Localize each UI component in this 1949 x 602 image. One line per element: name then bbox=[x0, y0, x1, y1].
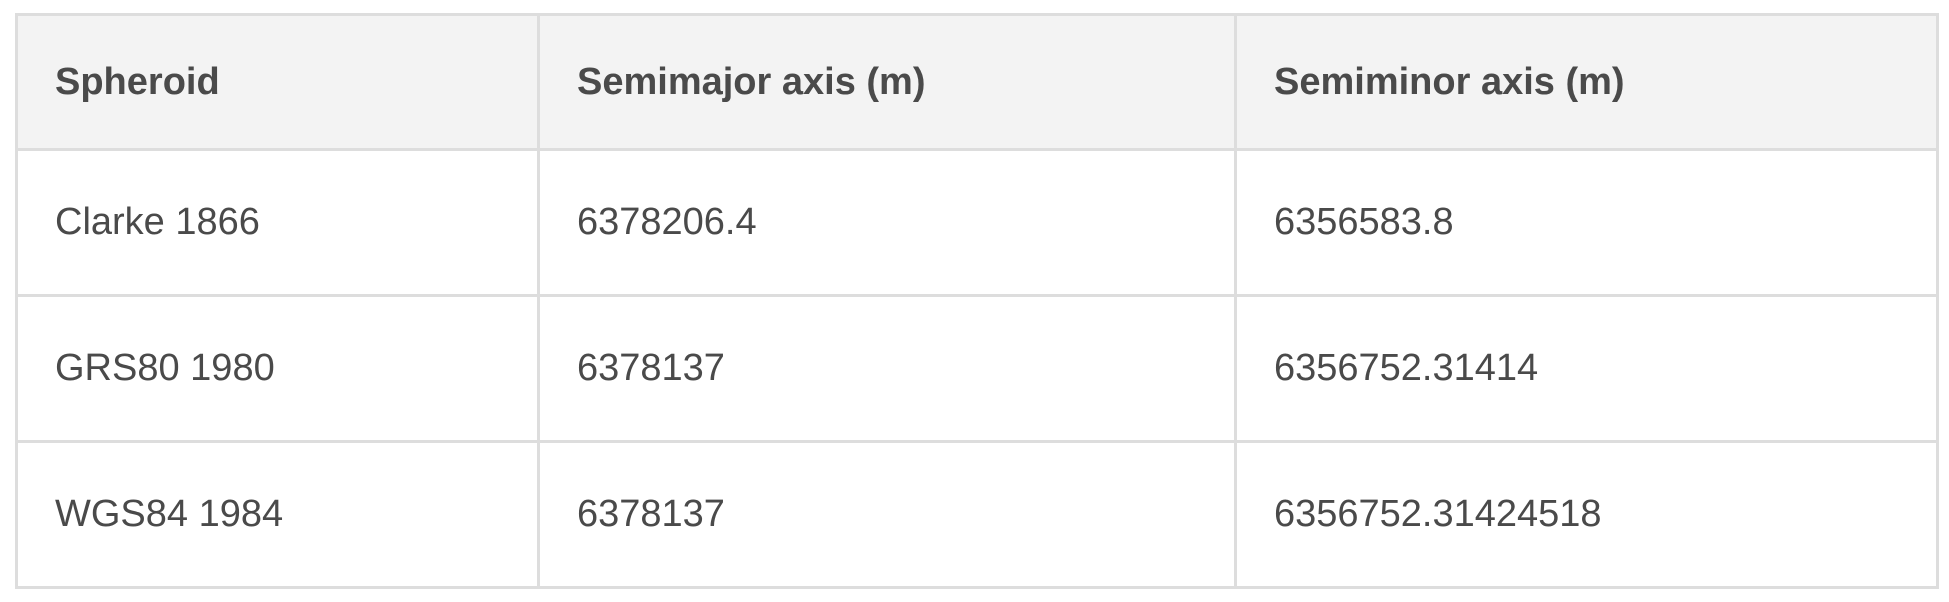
table-row: Clarke 1866 6378206.4 6356583.8 bbox=[15, 148, 1939, 297]
header-semiminor-axis: Semiminor axis (m) bbox=[1234, 13, 1939, 151]
cell-semiminor-axis: 6356583.8 bbox=[1234, 148, 1939, 297]
cell-semiminor-axis: 6356752.31414 bbox=[1234, 294, 1939, 443]
table-row: WGS84 1984 6378137 6356752.31424518 bbox=[15, 440, 1939, 589]
cell-semimajor-axis: 6378137 bbox=[537, 440, 1237, 589]
spheroid-table: Spheroid Semimajor axis (m) Semiminor ax… bbox=[15, 13, 1939, 589]
cell-semimajor-axis: 6378206.4 bbox=[537, 148, 1237, 297]
table-header: Spheroid Semimajor axis (m) Semiminor ax… bbox=[15, 13, 1939, 151]
table-body: Clarke 1866 6378206.4 6356583.8 GRS80 19… bbox=[15, 148, 1939, 589]
cell-semimajor-axis: 6378137 bbox=[537, 294, 1237, 443]
spheroid-table-container: Spheroid Semimajor axis (m) Semiminor ax… bbox=[15, 13, 1939, 589]
header-row: Spheroid Semimajor axis (m) Semiminor ax… bbox=[15, 13, 1939, 151]
cell-spheroid: GRS80 1980 bbox=[15, 294, 540, 443]
table-row: GRS80 1980 6378137 6356752.31414 bbox=[15, 294, 1939, 443]
cell-spheroid: Clarke 1866 bbox=[15, 148, 540, 297]
cell-spheroid: WGS84 1984 bbox=[15, 440, 540, 589]
cell-semiminor-axis: 6356752.31424518 bbox=[1234, 440, 1939, 589]
header-spheroid: Spheroid bbox=[15, 13, 540, 151]
header-semimajor-axis: Semimajor axis (m) bbox=[537, 13, 1237, 151]
